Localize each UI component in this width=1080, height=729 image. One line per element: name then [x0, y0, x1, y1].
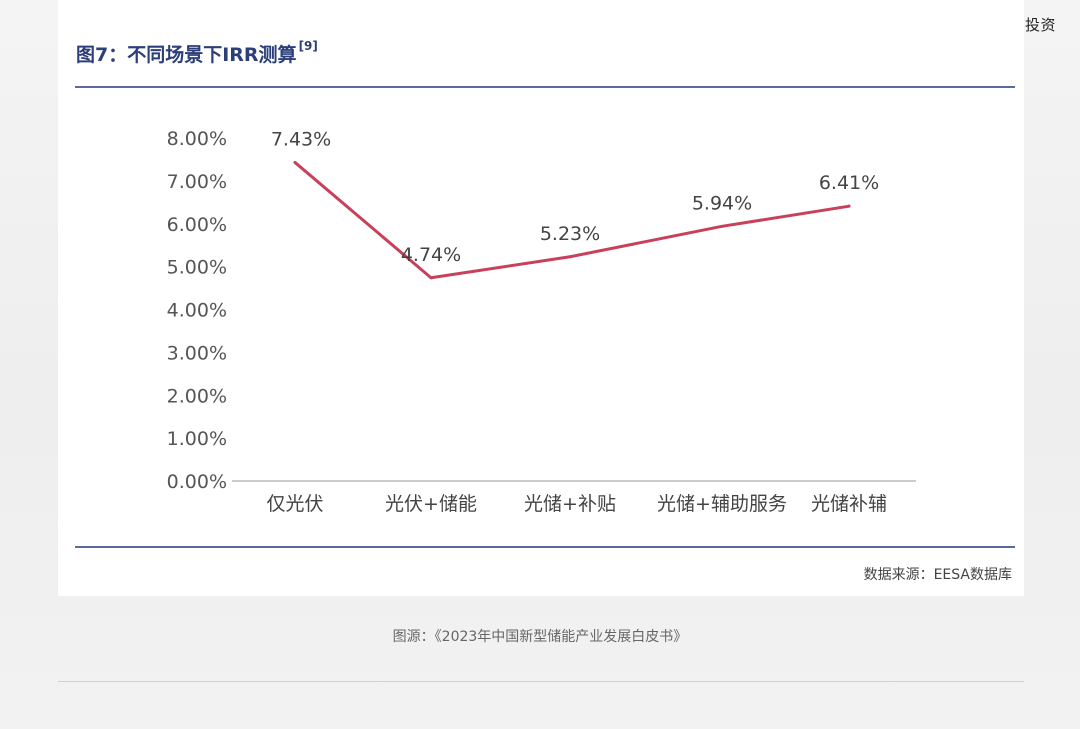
- x-category-label: 光储+补贴: [524, 493, 616, 515]
- x-category-label: 光储+辅助服务: [657, 493, 787, 515]
- figure-title: 图7：不同场景下IRR测算 [9]: [76, 38, 318, 67]
- y-tick-label: 2.00%: [167, 385, 227, 407]
- top-rule: [75, 86, 1015, 88]
- data-label: 6.41%: [819, 172, 879, 194]
- data-label: 7.43%: [271, 128, 331, 150]
- bottom-rule: [75, 546, 1015, 548]
- data-point: [429, 276, 433, 280]
- x-category-label: 仅光伏: [266, 493, 323, 515]
- figure-card: 图7：不同场景下IRR测算 [9] 0.00% 1.00% 2.00% 3.00% 4.0…: [58, 0, 1024, 596]
- y-tick-label: 0.00%: [167, 471, 227, 493]
- data-label: 4.74%: [401, 244, 461, 266]
- line-chart: 0.00% 1.00% 2.00% 3.00% 4.00% 5.00% 6.00% 7.00%…: [167, 128, 916, 515]
- data-point: [720, 224, 724, 228]
- x-category-label: 光伏+储能: [385, 493, 477, 515]
- y-tick-label: 6.00%: [167, 214, 227, 236]
- y-tick-label: 5.00%: [167, 257, 227, 279]
- y-tick-label: 4.00%: [167, 300, 227, 322]
- figure-reference: [9]: [298, 38, 318, 53]
- y-tick-label: 3.00%: [167, 342, 227, 364]
- data-label: 5.94%: [692, 192, 752, 214]
- image-caption: 图源：《2023年中国新型储能产业发展白皮书》: [392, 629, 688, 645]
- data-label: 5.23%: [540, 223, 600, 245]
- x-category-label: 光储补辅: [811, 493, 887, 515]
- series-line: [293, 160, 851, 280]
- y-tick-label: 1.00%: [167, 428, 227, 450]
- data-point: [293, 160, 297, 164]
- data-point: [568, 255, 572, 259]
- y-tick-label: 7.00%: [167, 171, 227, 193]
- data-source: 数据来源：EESA数据库: [863, 567, 1012, 583]
- data-point: [847, 204, 851, 208]
- figure-title-text: 图7：不同场景下IRR测算: [76, 44, 297, 66]
- footer-rule: [58, 681, 1024, 682]
- y-tick-label: 8.00%: [167, 128, 227, 150]
